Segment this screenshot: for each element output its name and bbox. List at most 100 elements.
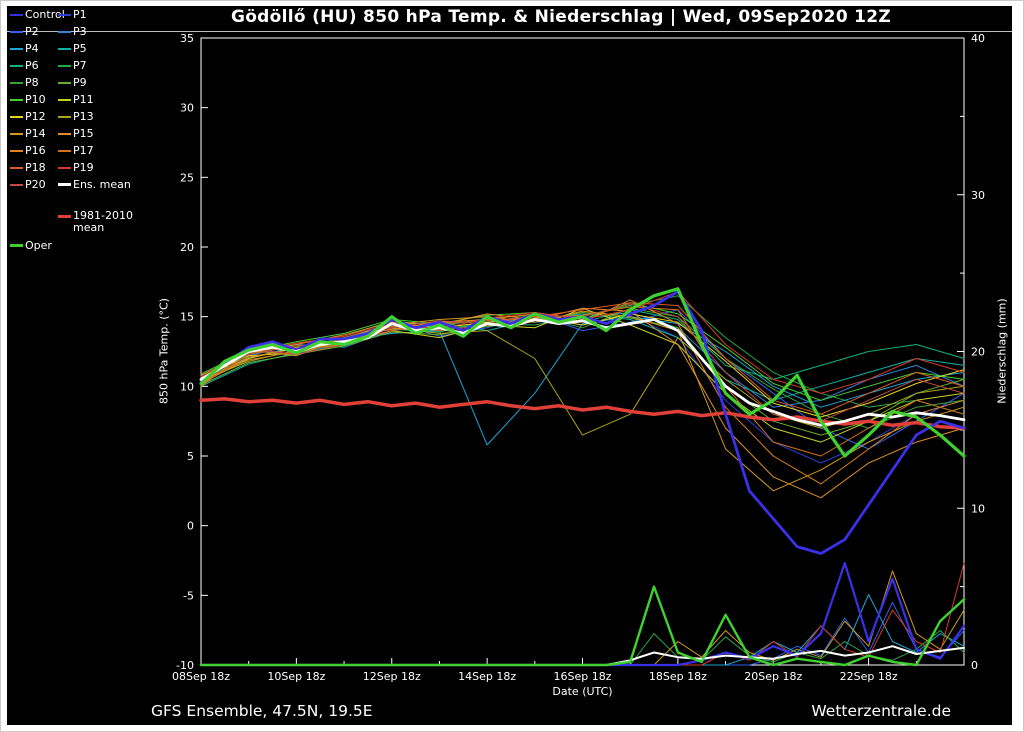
legend-item-p4: P4 xyxy=(10,43,58,55)
legend-swatch-line xyxy=(10,149,23,152)
legend-swatch-line xyxy=(58,81,71,84)
legend-swatch-line xyxy=(58,115,71,118)
legend-label: Control xyxy=(25,8,65,21)
series-p4 xyxy=(200,316,965,446)
legend-swatch-line xyxy=(58,47,71,50)
legend-label: P2 xyxy=(25,25,39,38)
legend-swatch-line xyxy=(58,215,71,218)
legend-item-p12: P12 xyxy=(10,111,58,123)
x-tick-label: 18Sep 18z xyxy=(649,670,707,683)
y-left-tick-label: 30 xyxy=(180,102,194,115)
legend-item-p14: P14 xyxy=(10,128,58,140)
legend-item-p16: P16 xyxy=(10,145,58,157)
x-tick-label: 20Sep 18z xyxy=(744,670,802,683)
legend-label: P7 xyxy=(73,59,87,72)
y-axis-label-left: 850 hPa Temp. (°C) xyxy=(157,298,171,404)
legend-swatch-line xyxy=(10,183,23,186)
legend-item-control: Control xyxy=(10,9,65,21)
y-left-tick-label: 5 xyxy=(187,450,194,463)
legend-row: P4 P5 xyxy=(10,43,137,60)
series-p9 xyxy=(200,312,965,436)
y-left-tick-label: -10 xyxy=(176,659,194,672)
legend-item-p8: P8 xyxy=(10,77,58,89)
title-divider xyxy=(7,31,1012,32)
legend-item-p15: P15 xyxy=(58,128,94,140)
x-tick-label: 10Sep 18z xyxy=(267,670,325,683)
legend-item-p13: P13 xyxy=(58,111,94,123)
legend-swatch-line xyxy=(10,81,23,84)
legend-swatch-line xyxy=(58,166,71,169)
legend-label: P6 xyxy=(25,59,39,72)
legend-item-p6: P6 xyxy=(10,60,58,72)
legend-item-p19: P19 xyxy=(58,162,94,174)
footer-site-name: Wetterzentrale.de xyxy=(811,702,951,720)
legend-swatch-line xyxy=(58,149,71,152)
legend-label: P18 xyxy=(25,161,46,174)
x-axis-label: Date (UTC) xyxy=(552,685,613,698)
x-tick-label: 14Sep 18z xyxy=(458,670,516,683)
legend-row: P2 P3 xyxy=(10,26,137,43)
legend-row: 1981-2010 mean xyxy=(10,210,137,240)
legend-item-p5: P5 xyxy=(58,43,87,55)
x-tick-label: 08Sep 18z xyxy=(172,670,230,683)
legend-row: P10 P11 xyxy=(10,94,137,111)
series-p3 xyxy=(200,312,965,408)
legend-row: P16 P17 xyxy=(10,145,137,162)
legend-swatch-line xyxy=(10,30,23,33)
legend-label: P10 xyxy=(25,93,46,106)
legend-row: Control P1 xyxy=(10,9,137,26)
y-right-tick-label: 40 xyxy=(971,32,985,45)
plot-border xyxy=(200,37,965,666)
y-left-tick-label: -5 xyxy=(183,589,194,602)
y-left-tick-label: 25 xyxy=(180,171,194,184)
series-oper_precip xyxy=(199,585,966,667)
legend-swatch-line xyxy=(10,64,23,67)
legend-swatch-line xyxy=(58,98,71,101)
legend-swatch-line xyxy=(10,13,23,16)
x-tick-label: 16Sep 18z xyxy=(554,670,612,683)
legend-item-1981-2010-mean: 1981-2010 mean xyxy=(58,210,137,233)
legend-label: P11 xyxy=(73,93,94,106)
y-right-tick-label: 0 xyxy=(971,659,978,672)
legend-swatch-line xyxy=(10,47,23,50)
legend-row: Oper xyxy=(10,240,137,257)
series-oper xyxy=(199,287,966,458)
series-p2 xyxy=(200,309,965,450)
x-tick-label: 22Sep 18z xyxy=(840,670,898,683)
legend-row: P8 P9 xyxy=(10,77,137,94)
legend-label: P8 xyxy=(25,76,39,89)
legend-label: P13 xyxy=(73,110,94,123)
legend: Control P1 P2 P3 P4 P5 P6 P7 P8 P9 P10 P11 P12 P13 P14… xyxy=(10,9,137,257)
legend-swatch-line xyxy=(10,98,23,101)
legend-swatch-line xyxy=(58,30,71,33)
legend-label: Oper xyxy=(25,239,52,252)
legend-label: P4 xyxy=(25,42,39,55)
legend-label: P5 xyxy=(73,42,87,55)
legend-label: P12 xyxy=(25,110,46,123)
legend-row: P20 Ens. mean xyxy=(10,179,137,196)
legend-row: P18 P19 xyxy=(10,162,137,179)
legend-label: Ens. mean xyxy=(73,178,131,191)
legend-swatch-line xyxy=(10,115,23,118)
legend-swatch-line xyxy=(58,64,71,67)
legend-swatch-line xyxy=(58,183,71,187)
y-left-tick-label: 20 xyxy=(180,241,194,254)
legend-label: P19 xyxy=(73,161,94,174)
legend-swatch-line xyxy=(10,166,23,169)
legend-item-p1: P1 xyxy=(58,9,87,21)
legend-item-p9: P9 xyxy=(58,77,87,89)
legend-swatch-line xyxy=(58,13,71,16)
legend-row: P14 P15 xyxy=(10,128,137,145)
legend-swatch-line xyxy=(10,244,23,248)
series-p15 xyxy=(200,307,965,499)
legend-label: P15 xyxy=(73,127,94,140)
legend-item-p3: P3 xyxy=(58,26,87,38)
legend-item-p2: P2 xyxy=(10,26,58,38)
legend-label: 1981-2010 mean xyxy=(73,209,133,234)
series-p17 xyxy=(200,306,965,457)
y-left-tick-label: 35 xyxy=(180,32,194,45)
legend-item-p20: P20 xyxy=(10,179,58,191)
legend-swatch-line xyxy=(10,132,23,135)
footer-model-info: GFS Ensemble, 47.5N, 19.5E xyxy=(151,702,373,720)
